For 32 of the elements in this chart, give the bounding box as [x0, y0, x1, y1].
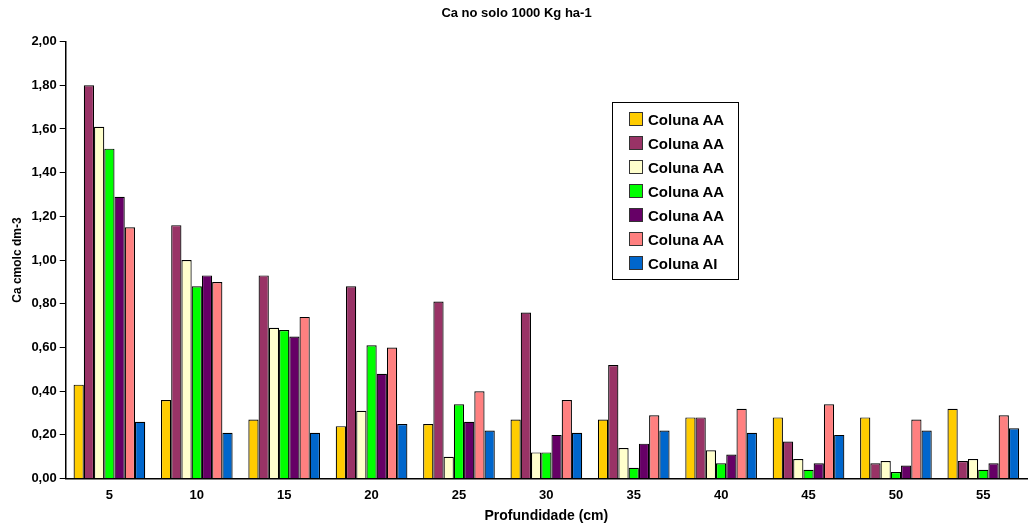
- x-tick-label: 40: [713, 486, 729, 502]
- y-tick-label: 1,80: [31, 76, 57, 92]
- x-tick-label: 30: [539, 486, 554, 502]
- chart-title: Ca no solo 1000 Kg ha-1: [441, 5, 592, 21]
- legend-label: Coluna AA: [648, 110, 725, 128]
- y-tick-label: 0,20: [31, 426, 57, 442]
- y-axis-title: Ca cmolc dm-3: [9, 217, 24, 303]
- legend-label: Coluna AI: [648, 254, 718, 272]
- y-tick-label: 0,40: [31, 382, 57, 398]
- y-tick-label: 1,60: [31, 120, 57, 136]
- x-tick-label: 50: [888, 486, 904, 502]
- x-tick-label: 20: [364, 486, 379, 502]
- x-tick-label: 45: [801, 486, 816, 502]
- y-tick-label: 0,60: [31, 339, 57, 355]
- y-tick-label: 1,20: [31, 207, 57, 223]
- x-tick-label: 35: [626, 486, 641, 502]
- y-tick-label: 1,00: [31, 251, 57, 267]
- x-tick-label: 10: [189, 486, 205, 502]
- x-tick-label: 55: [976, 486, 991, 502]
- y-tick-label: 2,00: [31, 33, 57, 49]
- x-tick-label: 15: [276, 486, 292, 502]
- legend-label: Coluna AA: [648, 134, 725, 152]
- legend-label: Coluna AA: [648, 158, 725, 176]
- y-tick-label: 0,00: [31, 470, 57, 486]
- y-tick-label: 1,40: [31, 164, 57, 180]
- legend-label: Coluna AA: [648, 230, 725, 248]
- x-axis-title: Profundidade (cm): [484, 507, 609, 524]
- x-tick-label: 25: [451, 486, 467, 502]
- legend-label: Coluna AA: [648, 182, 725, 200]
- legend-label: Coluna AA: [648, 206, 725, 224]
- x-tick-label: 5: [105, 486, 114, 502]
- y-tick-label: 0,80: [31, 295, 57, 311]
